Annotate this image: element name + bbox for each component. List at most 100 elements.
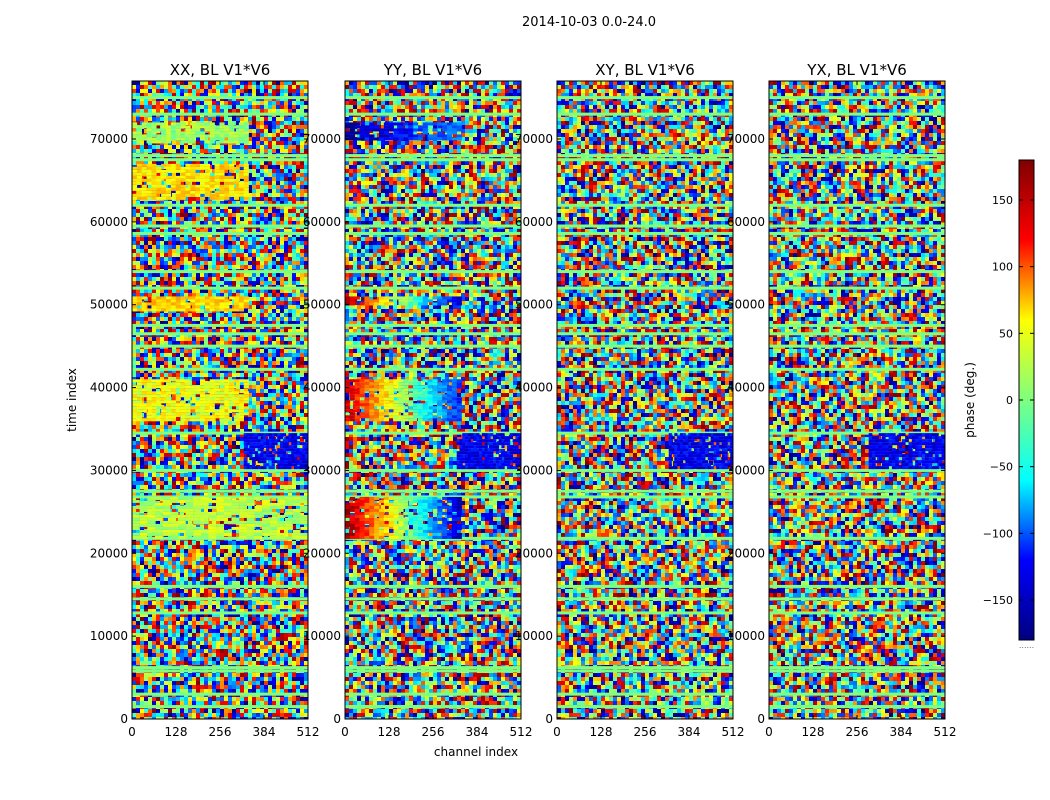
coherent-cell xyxy=(495,448,500,452)
coherent-cell xyxy=(679,451,684,455)
coherent-cell xyxy=(185,131,191,135)
coherent-cell xyxy=(388,517,394,521)
coherent-cell xyxy=(359,382,365,386)
coherent-cell xyxy=(288,457,292,461)
coherent-cell xyxy=(231,499,240,503)
coherent-cell xyxy=(447,412,453,416)
coherent-cell xyxy=(234,125,240,129)
coherent-cell xyxy=(175,193,181,197)
coherent-cell xyxy=(195,134,201,138)
coherent-cell xyxy=(180,415,186,419)
coherent-cell xyxy=(918,448,923,452)
coherent-cell xyxy=(354,517,360,521)
coherent-cell xyxy=(451,125,458,129)
coherent-cell xyxy=(379,511,385,515)
coherent-cell xyxy=(931,445,936,449)
coherent-cell xyxy=(408,511,414,515)
coherent-cell xyxy=(427,122,433,126)
coherent-cell xyxy=(928,463,933,467)
coherent-cell xyxy=(151,181,157,185)
coherent-cell xyxy=(271,460,275,464)
coherent-cell xyxy=(132,131,138,135)
coherent-cell xyxy=(476,466,480,470)
coherent-cell xyxy=(141,184,147,188)
coherent-cell xyxy=(413,415,419,419)
coherent-cell xyxy=(888,433,893,437)
coherent-cell xyxy=(935,445,939,449)
coherent-cell xyxy=(296,436,300,440)
coherent-cell xyxy=(185,391,191,395)
coherent-cell xyxy=(476,463,480,467)
coherent-cell xyxy=(470,442,474,446)
coherent-cell xyxy=(699,439,703,443)
coherent-cell xyxy=(398,517,404,521)
coherent-cell xyxy=(403,385,409,389)
coherent-cell xyxy=(190,302,196,306)
coherent-cell xyxy=(374,508,380,512)
coherent-cell xyxy=(369,520,375,524)
coherent-cell xyxy=(878,439,883,443)
coherent-cell xyxy=(239,520,247,524)
coherent-cell xyxy=(308,506,316,509)
coherent-cell xyxy=(249,466,253,470)
coherent-cell xyxy=(170,125,177,129)
coherent-cell xyxy=(239,511,247,515)
coherent-cell xyxy=(456,122,462,126)
coherent-cell xyxy=(888,442,893,446)
coherent-cell xyxy=(166,193,172,197)
coherent-cell xyxy=(427,382,433,386)
coherent-cell xyxy=(484,463,488,467)
coherent-cell xyxy=(234,418,240,422)
coherent-cell xyxy=(447,403,453,407)
coherent-cell xyxy=(166,388,172,392)
coherent-cell xyxy=(422,394,428,398)
coherent-cell xyxy=(891,451,896,455)
coherent-cell xyxy=(141,196,147,200)
coherent-cell xyxy=(254,436,259,440)
coherent-cell xyxy=(447,134,453,138)
coherent-cell xyxy=(388,406,394,410)
colorbar-tick-label: 150 xyxy=(992,194,1013,207)
coherent-cell xyxy=(495,442,500,446)
coherent-cell xyxy=(403,397,409,401)
coherent-cell xyxy=(674,439,678,443)
coherent-cell xyxy=(156,299,162,303)
coherent-cell xyxy=(422,391,428,395)
coherent-cell xyxy=(685,439,689,443)
coherent-cell xyxy=(216,496,225,500)
coherent-cell xyxy=(938,442,943,446)
flagged-row xyxy=(557,344,733,348)
flagged-row xyxy=(557,692,733,696)
coherent-cell xyxy=(282,448,287,452)
coherent-cell xyxy=(393,523,399,527)
coherent-cell xyxy=(413,532,419,536)
coherent-cell xyxy=(915,433,919,437)
coherent-cell xyxy=(721,463,725,467)
coherent-cell xyxy=(299,433,303,437)
coherent-cell xyxy=(422,502,428,506)
coherent-cell xyxy=(437,535,443,539)
coherent-cell xyxy=(349,137,356,141)
coherent-cell xyxy=(456,385,462,389)
coherent-cell xyxy=(403,406,409,410)
coherent-cell xyxy=(379,499,385,503)
coherent-cell xyxy=(413,302,419,306)
coherent-cell xyxy=(349,391,356,395)
coherent-cell xyxy=(369,508,375,512)
y-tick-label: 40000 xyxy=(303,381,341,395)
coherent-cell xyxy=(246,514,255,518)
coherent-cell xyxy=(369,415,375,419)
coherent-cell xyxy=(515,439,519,443)
coherent-cell xyxy=(408,125,414,129)
coherent-cell xyxy=(417,397,424,401)
coherent-cell xyxy=(175,305,181,309)
coherent-cell xyxy=(136,385,143,389)
coherent-cell xyxy=(878,466,883,470)
coherent-cell xyxy=(268,439,273,443)
coherent-cell xyxy=(451,502,458,506)
coherent-cell xyxy=(872,442,876,446)
coherent-cell xyxy=(364,520,370,524)
coherent-cell xyxy=(456,508,462,512)
coherent-cell xyxy=(442,137,448,141)
coherent-cell xyxy=(369,514,375,518)
